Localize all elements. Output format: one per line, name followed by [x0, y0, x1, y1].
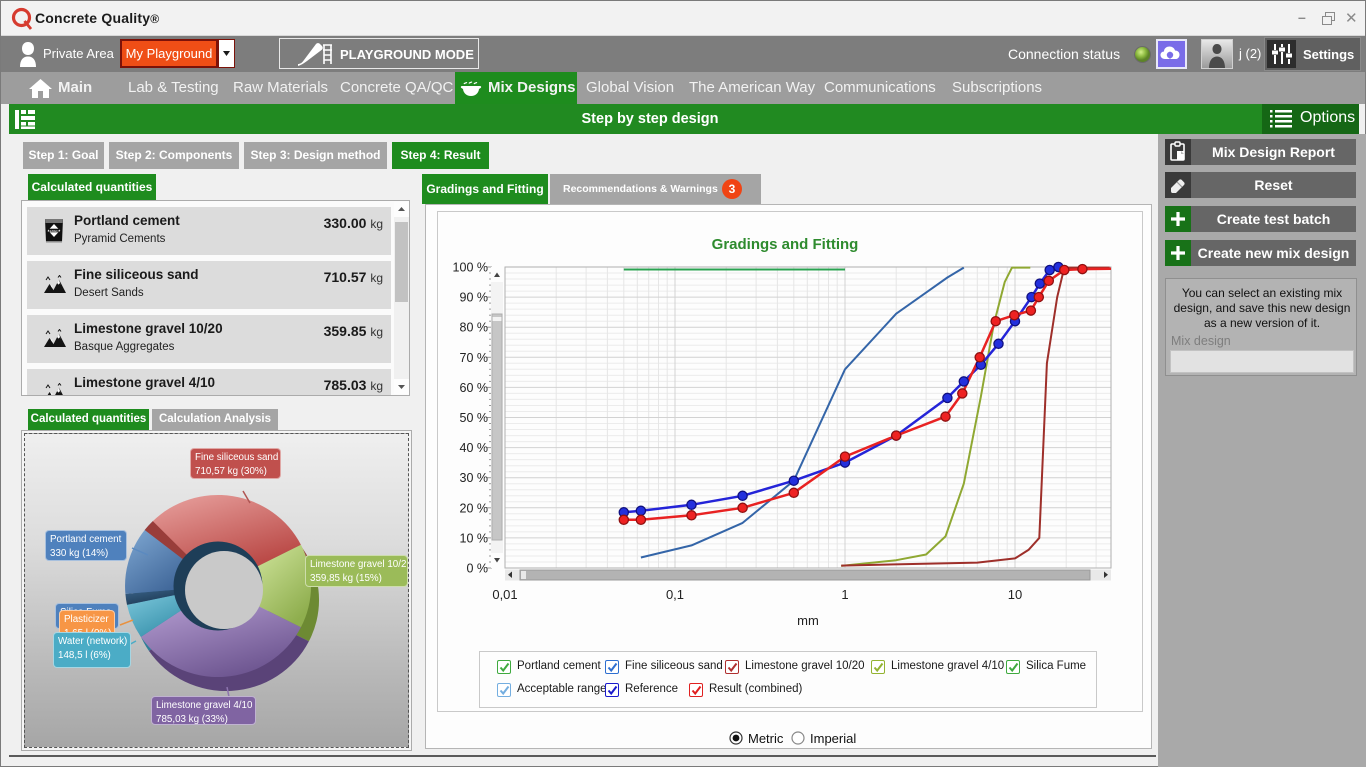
svg-text:10 %: 10 % [460, 531, 489, 545]
svg-text:80 %: 80 % [460, 321, 489, 335]
svg-text:mm: mm [797, 613, 819, 628]
svg-text:0 %: 0 % [466, 562, 488, 576]
svg-text:90 %: 90 % [460, 291, 489, 305]
svg-text:0,01: 0,01 [492, 587, 517, 602]
svg-text:0,1: 0,1 [666, 587, 684, 602]
svg-text:10: 10 [1008, 587, 1022, 602]
svg-text:40 %: 40 % [460, 441, 489, 455]
svg-text:30 %: 30 % [460, 471, 489, 485]
svg-text:60 %: 60 % [460, 381, 489, 395]
svg-text:Gradings and Fitting: Gradings and Fitting [712, 236, 859, 253]
svg-text:100 %: 100 % [453, 261, 488, 275]
svg-text:1: 1 [841, 587, 848, 602]
svg-text:20 %: 20 % [460, 501, 489, 515]
svg-text:50 %: 50 % [460, 411, 489, 425]
svg-text:70 %: 70 % [460, 351, 489, 365]
svg-text:CEMENT: CEMENT [48, 229, 61, 233]
